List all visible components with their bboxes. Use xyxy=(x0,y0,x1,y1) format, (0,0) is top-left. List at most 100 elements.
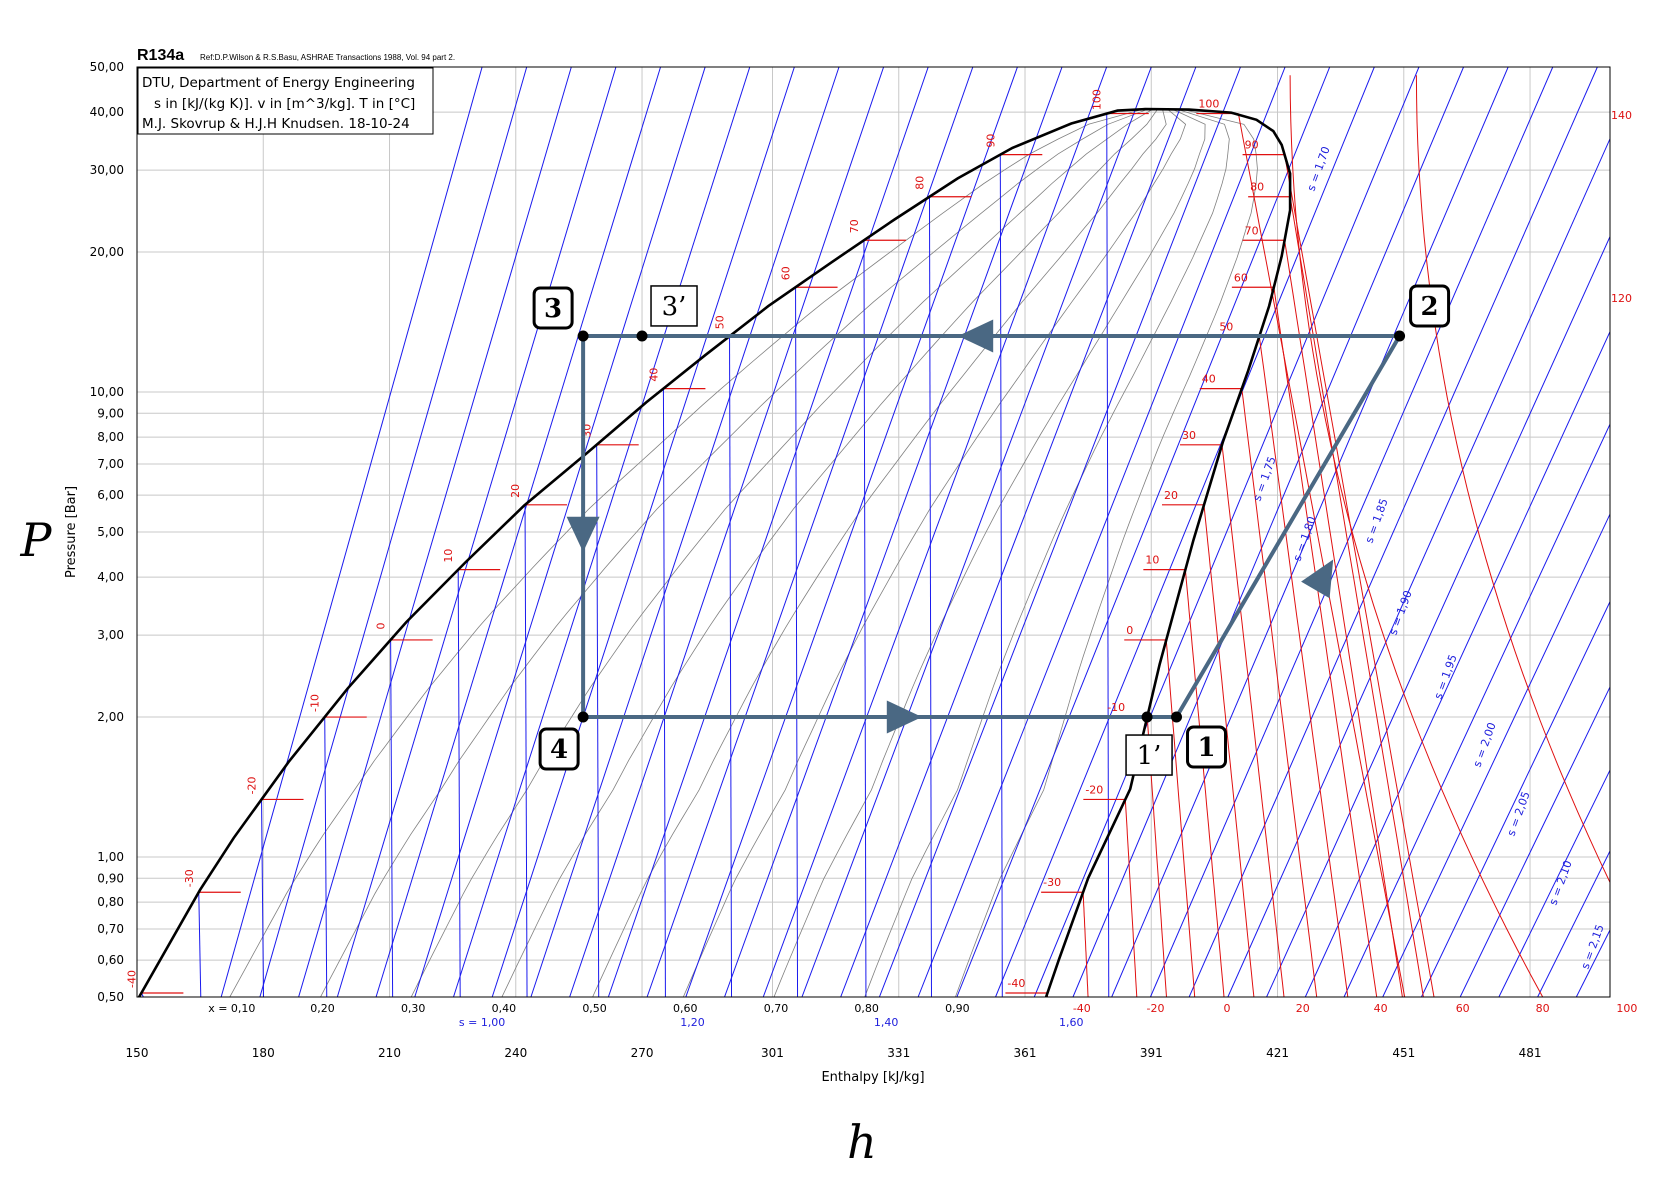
quality-line xyxy=(320,109,1147,997)
isentrope-label: s = 1,70 xyxy=(1305,145,1333,193)
isotherm-label: -10 xyxy=(309,694,322,712)
temperature-tick-label: 40 xyxy=(1374,1002,1388,1015)
isentrope-label: s = 2,10 xyxy=(1547,859,1575,907)
state-label: 2 xyxy=(1421,292,1439,322)
y-tick-label: 40,00 xyxy=(90,105,124,119)
isotherm-liquid xyxy=(457,569,461,997)
isentrope-label: s = 1,85 xyxy=(1363,497,1391,545)
plot-frame xyxy=(136,66,1611,998)
state-point xyxy=(577,711,589,723)
superheat-label: 50 xyxy=(1219,320,1233,333)
quality-line xyxy=(773,109,1206,997)
x-tick-label: 210 xyxy=(378,1046,401,1060)
entropy-tick-label: 1,40 xyxy=(874,1016,899,1029)
x-tick-label: 451 xyxy=(1392,1046,1415,1060)
state-label: 1’ xyxy=(1137,741,1162,771)
quality-tick-label: 0,40 xyxy=(492,1002,517,1015)
isentropes xyxy=(220,67,1610,997)
isentrope-label: s = 2,15 xyxy=(1579,923,1607,971)
isotherm-label: 80 xyxy=(913,176,926,190)
isotherm-liquid xyxy=(863,240,867,997)
flow-arrow xyxy=(958,319,994,353)
temperature-tick-label: 100 xyxy=(1616,1002,1637,1015)
isentrope-line xyxy=(491,67,795,997)
state-label-box xyxy=(1409,284,1451,328)
superheat-label: -20 xyxy=(1085,783,1103,796)
info-line: M.J. Skovrup & H.J.H Knudsen. 18-10-24 xyxy=(142,116,410,132)
isentrope-line xyxy=(298,67,572,997)
isentrope-line xyxy=(220,67,483,997)
isentrope-line xyxy=(724,67,1063,997)
isentrope-line xyxy=(375,67,662,997)
y-tick-label: 2,00 xyxy=(97,710,124,724)
quality-lines xyxy=(229,109,1258,997)
info-box: DTU, Department of Energy Engineering s … xyxy=(137,67,434,135)
flow-arrow xyxy=(886,700,922,734)
isentrope-line xyxy=(840,67,1197,997)
isotherm-liquid xyxy=(390,639,394,997)
temperature-tick-label: 20 xyxy=(1296,1002,1310,1015)
isentrope-line xyxy=(685,67,1018,997)
isotherm-label: 0 xyxy=(375,622,388,629)
isentrope-line xyxy=(1072,67,1465,997)
isotherms xyxy=(140,75,1610,997)
isentrope-line xyxy=(878,67,1241,997)
isotherm-label: 40 xyxy=(647,368,660,382)
flow-arrow xyxy=(566,516,600,552)
isotherm-superheat xyxy=(1284,240,1403,997)
isentrope-line xyxy=(259,67,528,997)
temperature-tick-label: 0 xyxy=(1224,1002,1231,1015)
isotherm-superheat xyxy=(1273,287,1378,997)
superheat-label: 20 xyxy=(1164,489,1178,502)
state-label: 4 xyxy=(550,735,568,765)
refrigeration-cycle: 1 1’ 2 3 3’ 4 xyxy=(532,284,1451,776)
y-tick-labels: 0,50 0,60 0,70 0,80 0,90 1,00 2,00 3,00 4,00 5,00… xyxy=(90,60,124,1004)
y-axis-title: Pressure [Bar] xyxy=(64,486,79,578)
isotherm-label: 60 xyxy=(780,266,793,280)
isotherm-label: 90 xyxy=(984,134,997,148)
state-point xyxy=(577,330,589,342)
superheat-label: 30 xyxy=(1182,429,1196,442)
isotherm-liquid xyxy=(729,336,733,997)
isentrope-line xyxy=(607,67,929,997)
isentrope-line xyxy=(956,67,1331,997)
isotherm-liquid xyxy=(596,444,600,997)
superheat-label: 90 xyxy=(1245,139,1259,152)
isentrope-line xyxy=(646,67,974,997)
superheat-label: 80 xyxy=(1250,181,1264,194)
y-symbol: P xyxy=(20,513,53,567)
quality-line xyxy=(410,109,1153,997)
state-label-box xyxy=(532,286,574,330)
isotherm-superheat xyxy=(1258,336,1349,997)
superheat-label: -30 xyxy=(1043,876,1061,889)
x-tick-label: 301 xyxy=(761,1046,784,1060)
quality-line xyxy=(592,109,1167,997)
isentrope-line xyxy=(1188,67,1598,997)
isotherm-superheat xyxy=(1415,75,1610,884)
saturation-curve xyxy=(137,107,1292,997)
state-point xyxy=(1141,711,1153,723)
isentrope-line xyxy=(453,67,751,997)
cycle-segment xyxy=(1174,333,1402,720)
x-tick-label: 481 xyxy=(1519,1046,1542,1060)
y-tick-label: 20,00 xyxy=(90,245,124,259)
isotherm-liquid xyxy=(324,717,328,997)
isotherm-superheat xyxy=(1221,444,1285,997)
isentrope-line xyxy=(995,67,1375,997)
y-tick-label: 10,00 xyxy=(90,385,124,399)
info-line: DTU, Department of Energy Engineering xyxy=(142,75,415,91)
superheat-label: 100 xyxy=(1198,98,1219,111)
state-point xyxy=(1171,711,1183,723)
isentrope-label: s = 1,95 xyxy=(1432,653,1460,701)
entropy-tick-label: s = 1,00 xyxy=(459,1016,505,1029)
isentrope-line xyxy=(1111,67,1509,997)
state-point xyxy=(636,330,648,342)
state-label-box xyxy=(650,285,698,327)
isotherm-superheat xyxy=(1289,196,1424,997)
isotherm-label: -30 xyxy=(183,869,196,887)
quality-line xyxy=(229,109,1142,997)
isentrope-line xyxy=(801,67,1152,997)
y-tick-label: 5,00 xyxy=(97,525,124,539)
isentrope-line xyxy=(569,67,885,997)
flow-arrow xyxy=(1301,559,1334,599)
